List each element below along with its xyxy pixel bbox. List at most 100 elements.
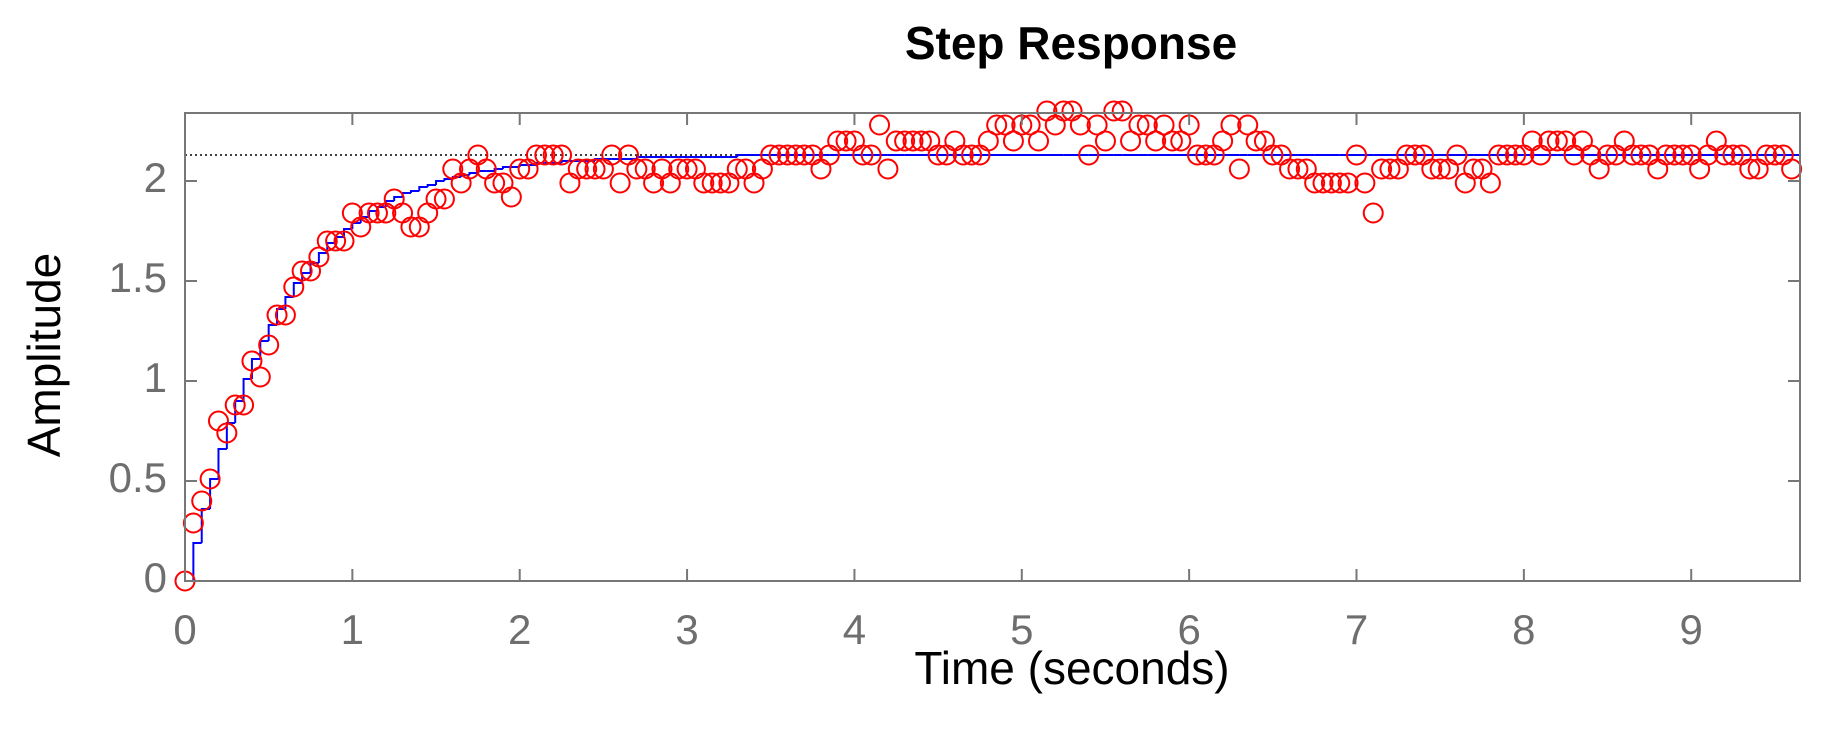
- y-tick-label: 1: [144, 354, 167, 401]
- data-point: [1136, 114, 1158, 136]
- data-point: [1337, 172, 1359, 194]
- step-segment: [418, 186, 428, 191]
- y-tick-label: 0.5: [109, 454, 167, 501]
- data-point: [869, 114, 891, 136]
- data-point: [1320, 172, 1342, 194]
- data-point: [852, 144, 874, 166]
- axes-box: [184, 112, 1801, 582]
- step-segment: [242, 378, 252, 401]
- data-point: [1396, 144, 1418, 166]
- data-point: [1212, 130, 1234, 152]
- data-point: [1069, 114, 1091, 136]
- data-point: [425, 188, 447, 210]
- data-point: [509, 158, 531, 180]
- data-point: [601, 144, 623, 166]
- data-point: [910, 130, 932, 152]
- data-point: [1597, 144, 1619, 166]
- x-tick-label: 3: [675, 606, 698, 653]
- data-point: [1019, 114, 1041, 136]
- data-point: [1404, 144, 1426, 166]
- data-point: [827, 130, 849, 152]
- data-point: [308, 246, 330, 268]
- data-point: [1739, 158, 1761, 180]
- data-point: [726, 158, 748, 180]
- x-tick-label: 6: [1177, 606, 1200, 653]
- data-point: [224, 394, 246, 416]
- data-point: [902, 130, 924, 152]
- data-point: [249, 366, 271, 388]
- data-point: [534, 144, 556, 166]
- data-point: [216, 422, 238, 444]
- data-point: [894, 130, 916, 152]
- step-segment: [468, 172, 478, 175]
- data-point: [1161, 130, 1183, 152]
- step-segment: [393, 196, 403, 201]
- data-point: [551, 144, 573, 166]
- data-point: [266, 304, 288, 326]
- data-point: [693, 172, 715, 194]
- x-tick-label: 9: [1680, 606, 1703, 653]
- data-point: [977, 130, 999, 152]
- data-point: [626, 158, 648, 180]
- data-point: [484, 172, 506, 194]
- data-point: [576, 158, 598, 180]
- data-point: [233, 394, 255, 416]
- data-point: [1128, 114, 1150, 136]
- data-point: [1371, 158, 1393, 180]
- data-point: [1764, 144, 1786, 166]
- data-point: [1086, 114, 1108, 136]
- data-point: [1488, 144, 1510, 166]
- data-point: [333, 230, 355, 252]
- data-point: [1262, 144, 1284, 166]
- data-point: [1053, 100, 1075, 122]
- x-axis-label: Time (seconds): [914, 642, 1229, 694]
- step-segment: [736, 154, 746, 157]
- data-point: [1002, 130, 1024, 152]
- data-point: [927, 144, 949, 166]
- data-point: [609, 172, 631, 194]
- x-tick-label: 8: [1512, 606, 1535, 653]
- data-point: [952, 144, 974, 166]
- data-point: [1312, 172, 1334, 194]
- data-point: [961, 144, 983, 166]
- data-point: [1655, 144, 1677, 166]
- data-point: [1329, 172, 1351, 194]
- data-point: [283, 276, 305, 298]
- data-point: [785, 144, 807, 166]
- data-point: [710, 172, 732, 194]
- data-point: [1379, 158, 1401, 180]
- x-tick-label: 0: [173, 606, 196, 653]
- x-tick-label: 2: [508, 606, 531, 653]
- step-segment: [435, 180, 445, 185]
- data-point: [1722, 144, 1744, 166]
- data-point: [241, 350, 263, 372]
- data-point: [1622, 144, 1644, 166]
- data-point: [1463, 158, 1485, 180]
- data-point: [701, 172, 723, 194]
- data-point: [676, 158, 698, 180]
- data-point: [768, 144, 790, 166]
- data-point: [1429, 158, 1451, 180]
- data-point: [1120, 130, 1142, 152]
- data-point: [1496, 144, 1518, 166]
- data-point: [1111, 100, 1133, 122]
- data-point: [1187, 144, 1209, 166]
- data-point: [668, 158, 690, 180]
- data-point: [1028, 130, 1050, 152]
- data-point: [1304, 172, 1326, 194]
- data-point: [1145, 130, 1167, 152]
- data-point: [1714, 144, 1736, 166]
- data-point: [542, 144, 564, 166]
- data-point: [1362, 202, 1384, 224]
- step-segment: [317, 252, 328, 263]
- data-point: [199, 468, 221, 490]
- data-point: [1446, 144, 1468, 166]
- data-point: [1228, 158, 1250, 180]
- step-segment: [342, 228, 353, 237]
- data-point: [1153, 114, 1175, 136]
- x-tick-label: 1: [341, 606, 364, 653]
- step-segment: [493, 168, 503, 171]
- data-point: [500, 186, 522, 208]
